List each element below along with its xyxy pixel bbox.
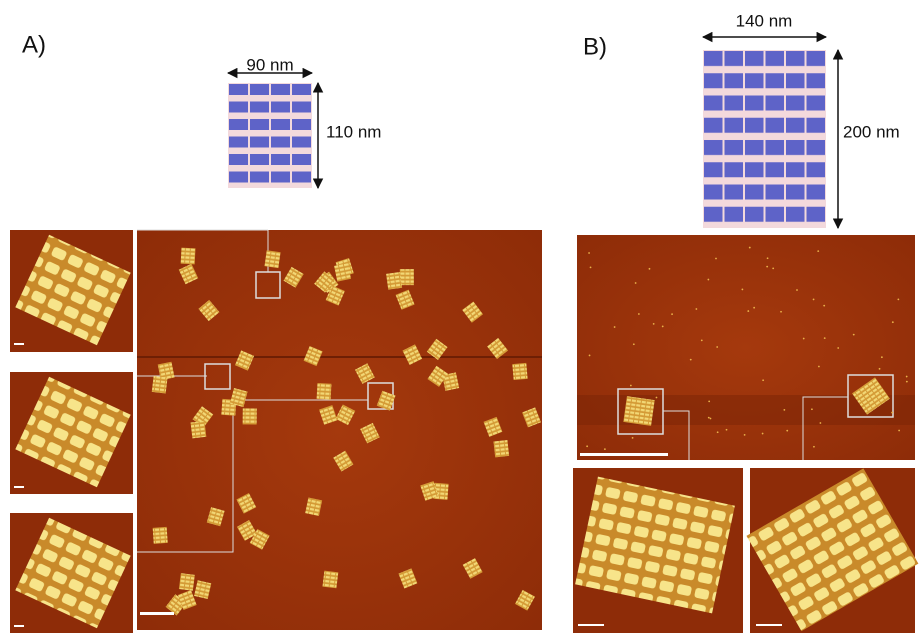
afm-speck bbox=[635, 282, 637, 284]
origami-schematic bbox=[703, 50, 826, 228]
origami-particle bbox=[386, 272, 402, 290]
origami-particle bbox=[191, 421, 207, 439]
afm-speck bbox=[604, 448, 606, 450]
afm-speck bbox=[708, 417, 710, 419]
origami-particle bbox=[317, 383, 332, 400]
afm-speck bbox=[817, 250, 819, 252]
afm-speck bbox=[690, 359, 692, 361]
afm-speck bbox=[653, 323, 655, 325]
afm-speck bbox=[892, 321, 894, 323]
afm-speck bbox=[803, 338, 805, 340]
afm-speck bbox=[837, 347, 839, 349]
origami-particle bbox=[243, 408, 257, 424]
afm-images-b bbox=[573, 235, 918, 633]
afm-speck bbox=[898, 430, 900, 432]
afm-speck bbox=[588, 252, 590, 254]
origami-particle bbox=[493, 440, 509, 457]
origami-particle bbox=[179, 573, 195, 591]
afm-images-a bbox=[10, 230, 542, 633]
afm-speck bbox=[590, 266, 592, 268]
afm-speck bbox=[717, 431, 719, 433]
afm-speck bbox=[891, 412, 893, 414]
afm-speck bbox=[656, 397, 658, 399]
afm-speck bbox=[813, 299, 815, 301]
afm-speck bbox=[824, 337, 826, 339]
afm-speck bbox=[796, 289, 798, 291]
afm-speck bbox=[762, 433, 764, 435]
panel-label: B) bbox=[583, 33, 607, 60]
panel-label: A) bbox=[22, 31, 46, 58]
afm-speck bbox=[772, 267, 774, 269]
origami-schematic bbox=[228, 83, 312, 188]
afm-speck bbox=[766, 266, 768, 268]
afm-speck bbox=[649, 268, 651, 270]
height-label: 110 nm bbox=[326, 122, 381, 141]
afm-speck bbox=[716, 346, 718, 348]
width-label: 90 nm bbox=[246, 55, 293, 74]
figure: A) 90 nm 110 nm B) 140 nm 200 nm bbox=[0, 0, 919, 633]
afm-speck bbox=[710, 418, 712, 420]
afm-speck bbox=[823, 305, 825, 307]
height-label: 200 nm bbox=[843, 122, 900, 141]
afm-speck bbox=[695, 308, 697, 310]
afm-speck bbox=[671, 313, 673, 315]
afm-speck bbox=[897, 298, 899, 300]
afm-speck bbox=[820, 422, 822, 424]
afm-speck bbox=[783, 409, 785, 411]
afm-speck bbox=[586, 445, 588, 447]
width-label: 140 nm bbox=[736, 11, 793, 30]
afm-speck bbox=[881, 356, 883, 358]
afm-speck bbox=[701, 339, 703, 341]
afm-speck bbox=[753, 307, 755, 309]
afm-speck bbox=[638, 313, 640, 315]
afm-speck bbox=[811, 408, 813, 410]
afm-speck bbox=[589, 355, 591, 357]
afm-speck bbox=[741, 289, 743, 291]
afm-speck bbox=[813, 446, 815, 448]
afm-speck bbox=[749, 247, 751, 249]
origami-particle bbox=[322, 571, 338, 589]
afm-speck bbox=[747, 310, 749, 312]
afm-speck bbox=[767, 257, 769, 259]
afm-speck bbox=[906, 381, 908, 383]
afm-speck bbox=[786, 430, 788, 432]
afm-speck bbox=[708, 400, 710, 402]
origami-particle bbox=[181, 248, 196, 265]
afm-speck bbox=[630, 385, 632, 387]
origami-particle bbox=[512, 363, 527, 380]
afm-speck bbox=[662, 326, 664, 328]
afm-speck bbox=[726, 429, 728, 431]
afm-speck bbox=[715, 258, 717, 260]
origami-particle bbox=[400, 269, 414, 285]
afm-speck bbox=[762, 379, 764, 381]
afm-speck bbox=[879, 368, 881, 370]
origami-particle bbox=[153, 527, 168, 544]
afm-speck bbox=[906, 376, 908, 378]
afm-speck bbox=[744, 434, 746, 436]
afm-speck bbox=[614, 326, 616, 328]
afm-speck bbox=[707, 279, 709, 281]
afm-speck bbox=[853, 334, 855, 336]
origami-particle bbox=[264, 250, 280, 268]
afm-speck bbox=[818, 366, 820, 368]
origami-particle bbox=[152, 376, 168, 394]
afm-speck bbox=[633, 343, 635, 345]
afm-speck bbox=[632, 437, 634, 439]
afm-speck bbox=[780, 311, 782, 313]
